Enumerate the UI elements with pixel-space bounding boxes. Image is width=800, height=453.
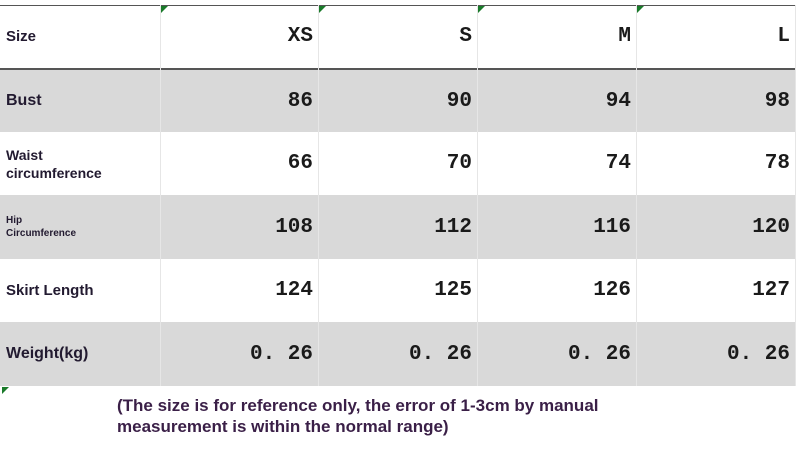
cell-value: 127 [752, 279, 790, 302]
cell-value: 0. 26 [408, 342, 472, 366]
cell-value: 0. 26 [726, 342, 790, 366]
table-row: Hip Circumference 108 112 116 120 [0, 195, 796, 259]
cell-value: 70 [446, 152, 472, 175]
cell-value: 124 [275, 279, 313, 302]
column-line [477, 5, 478, 386]
cell-value: 86 [287, 89, 313, 113]
cell-value: 78 [764, 152, 790, 175]
column-line [795, 5, 796, 386]
cell-value: 120 [752, 215, 790, 239]
column-line [636, 5, 637, 386]
size-header: XS [287, 25, 313, 48]
row-label: Weight(kg) [6, 345, 89, 362]
footnote: (The size is for reference only, the err… [117, 396, 599, 436]
row-label: Waist circumference [6, 146, 102, 181]
cell-value: 98 [764, 89, 790, 113]
size-header: M [618, 25, 631, 48]
table-row: Waist circumference 66 70 74 78 [0, 132, 796, 195]
cell-value: 116 [593, 215, 631, 239]
column-line [318, 5, 319, 386]
corner-mark [478, 6, 485, 13]
corner-mark [161, 6, 168, 13]
header-row: Size XS S M L [0, 5, 796, 68]
cell-value: 112 [434, 215, 472, 239]
top-border [0, 5, 796, 6]
cell-value: 125 [434, 279, 472, 302]
corner-mark [319, 6, 326, 13]
cell-value: 74 [605, 152, 631, 175]
size-header: S [459, 25, 472, 48]
size-header: L [777, 25, 790, 48]
cell-value: 94 [605, 89, 631, 113]
cell-value: 126 [593, 279, 631, 302]
table-row: Weight(kg) 0. 26 0. 26 0. 26 0. 26 [0, 322, 796, 386]
cell-value: 66 [287, 152, 313, 175]
column-line [160, 5, 161, 386]
table-row: Bust 86 90 94 98 [0, 70, 796, 132]
header-label: Size [6, 27, 37, 45]
cell-value: 0. 26 [249, 342, 313, 366]
row-label: Bust [6, 92, 42, 109]
cell-value: 90 [446, 89, 472, 113]
cell-value: 108 [275, 215, 313, 239]
header-border [0, 68, 796, 70]
row-label: Skirt Length [6, 281, 94, 299]
corner-mark [637, 6, 644, 13]
corner-mark [2, 387, 9, 394]
table-row: Skirt Length 124 125 126 127 [0, 259, 796, 322]
row-label: Hip Circumference [6, 215, 77, 239]
cell-value: 0. 26 [567, 342, 631, 366]
